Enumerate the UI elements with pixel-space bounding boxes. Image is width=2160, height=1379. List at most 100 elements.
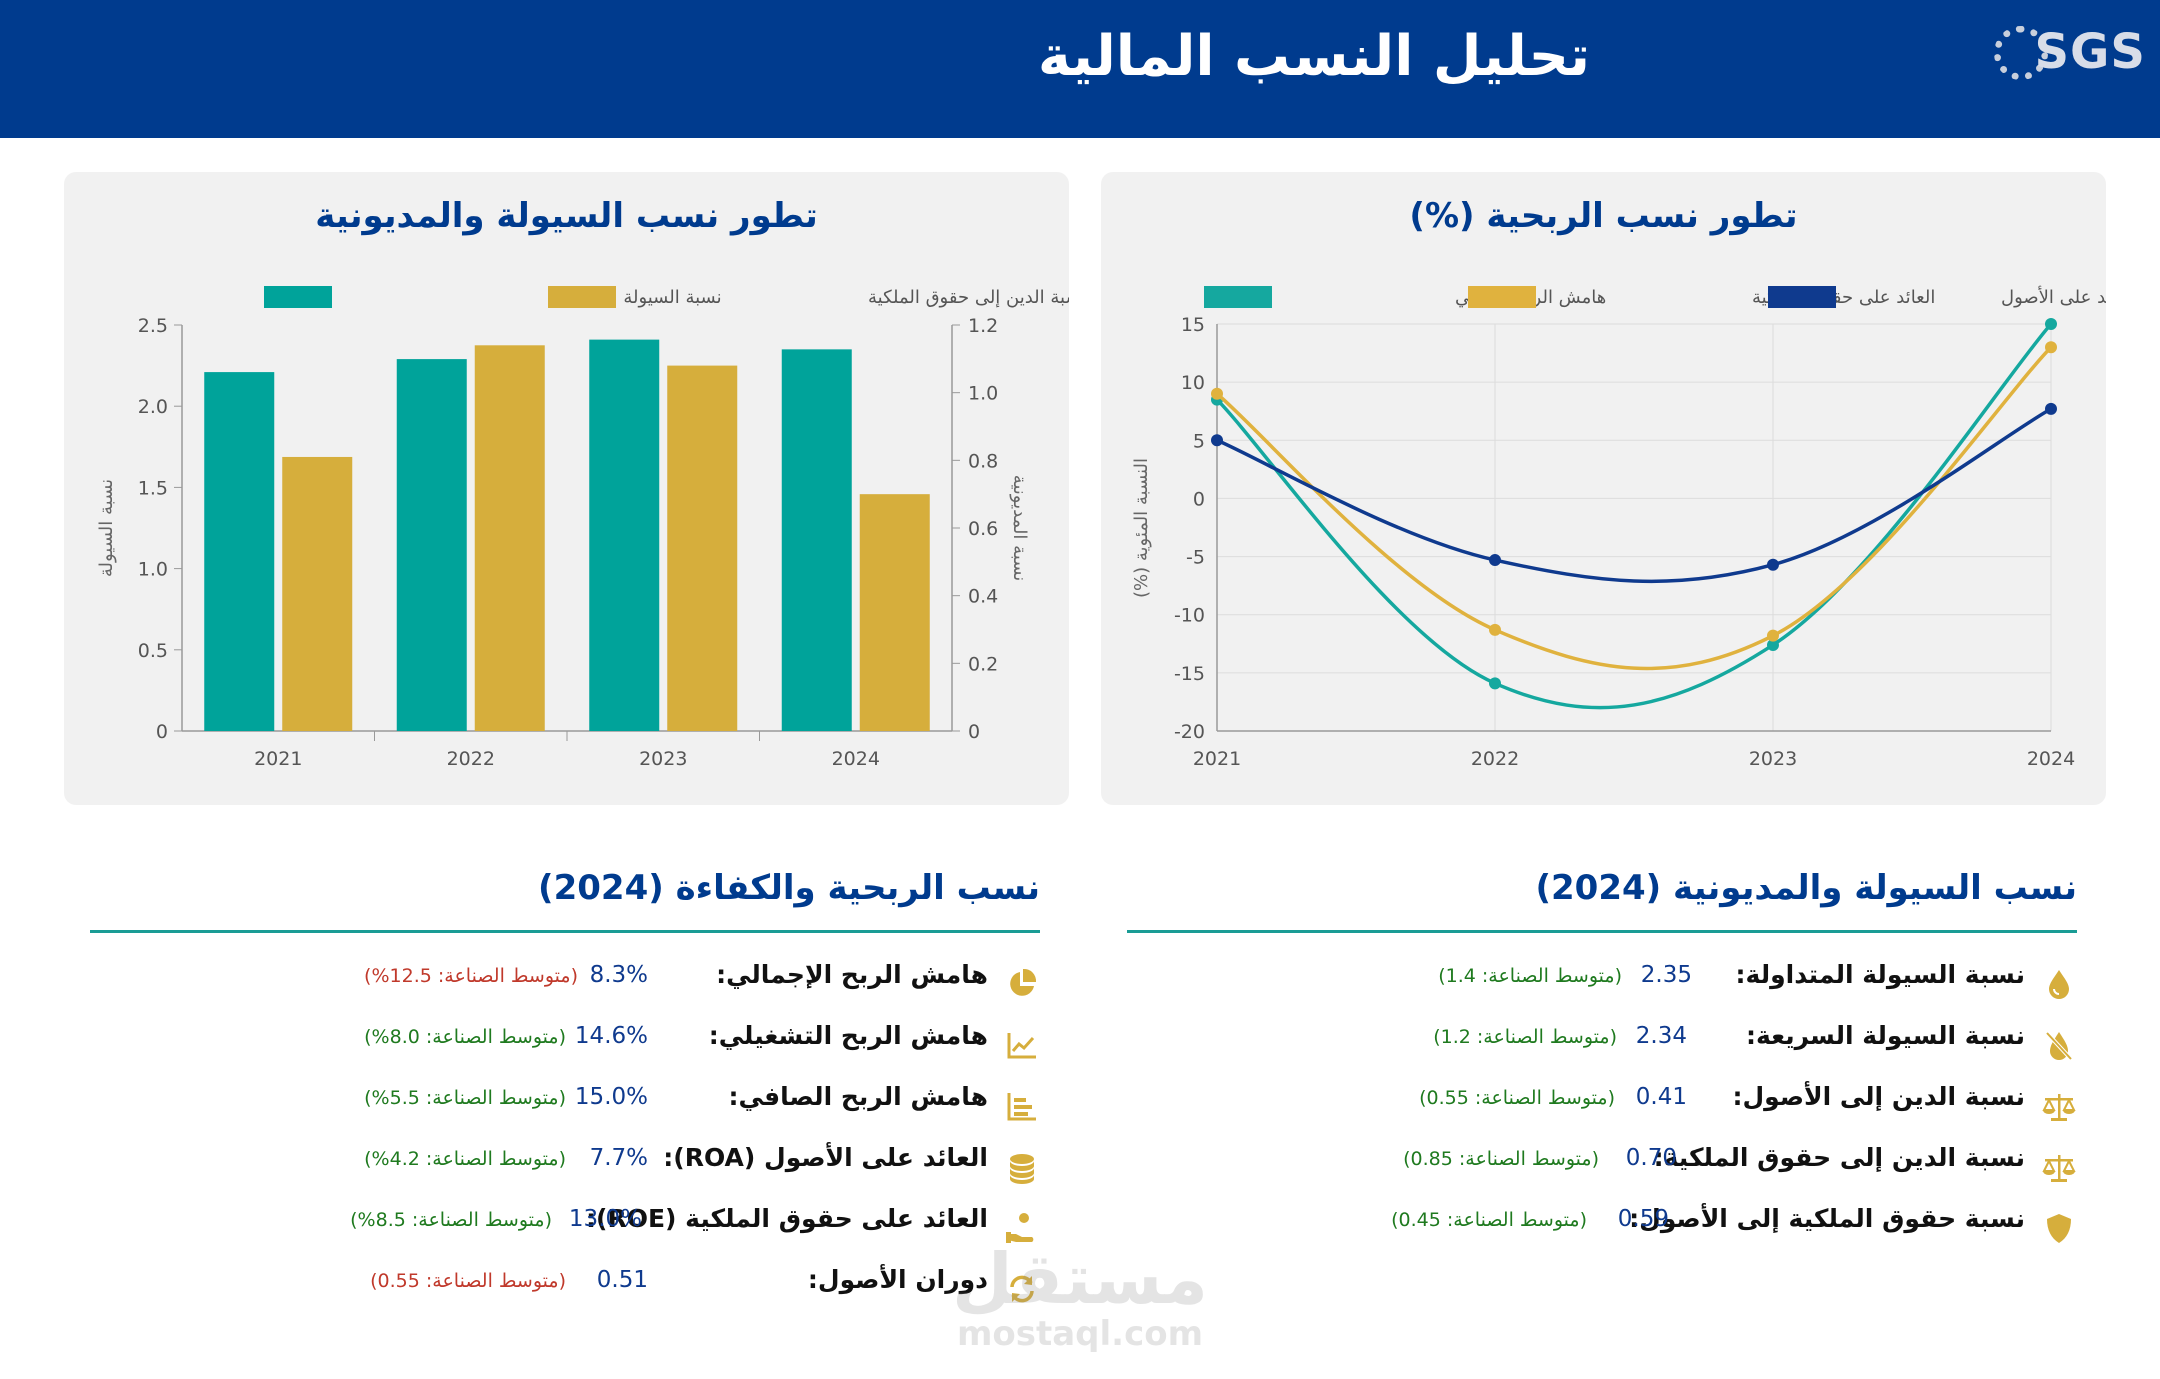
x-tick-label: 2023: [639, 748, 687, 770]
industry-benchmark: (متوسط الصناعة: 0.55): [370, 1270, 566, 1292]
ratio-value: 2.34: [1635, 1023, 1687, 1049]
data-point: [1767, 629, 1779, 642]
y2-axis-title: نسبة المديونية: [1009, 475, 1030, 582]
y-tick-label: 0.5: [138, 640, 168, 662]
bar-debt-to-equity: [667, 365, 738, 731]
ratio-value: 13.0%: [568, 1206, 642, 1232]
legend-swatch: [548, 286, 616, 308]
x-tick-label: 2021: [254, 748, 302, 770]
company-logo: SGS: [1976, 24, 2146, 86]
x-tick-label: 2024: [2027, 748, 2075, 770]
ratio-row: نسبة السيولة السريعة: 2.34 (متوسط الصناعة:…: [1127, 1017, 2077, 1073]
industry-benchmark: (متوسط الصناعة: 8.5%): [350, 1209, 552, 1231]
section-divider: [1127, 930, 2077, 933]
bar-list-icon: [1004, 1088, 1040, 1124]
y-tick-label: 2.5: [138, 315, 168, 337]
bar-current-ratio: [589, 339, 660, 731]
line-chart-icon: [1004, 1027, 1040, 1063]
y2-tick-label: 1.0: [968, 383, 998, 405]
ratio-label: دوران الأصول:: [807, 1265, 988, 1294]
ratio-label: هامش الربح الإجمالي:: [716, 960, 988, 989]
y2-tick-label: 0: [968, 721, 980, 743]
chart-legend: نسبة السيولة المتداولة نسبة الدين إلى حقو…: [264, 286, 1069, 308]
page-header: تحليل النسب المالية SGS: [0, 0, 2160, 138]
y-tick-label: 15: [1181, 314, 1205, 336]
ratio-value: 0.70: [1625, 1145, 1677, 1171]
ratio-value: 15.0%: [574, 1084, 648, 1110]
data-point: [1489, 677, 1501, 690]
x-tick-label: 2022: [1471, 748, 1519, 770]
legend-swatch: [264, 286, 332, 308]
profitability-section-title: نسب الربحية والكفاءة (2024): [538, 868, 1040, 908]
hand-coin-icon: [1004, 1210, 1040, 1246]
scale-icon: [2041, 1088, 2077, 1124]
y2-tick-label: 1.2: [968, 315, 998, 337]
industry-benchmark: (متوسط الصناعة: 5.5%): [364, 1087, 566, 1109]
industry-benchmark: (متوسط الصناعة: 12.5%): [364, 965, 578, 987]
section-divider: [90, 930, 1040, 933]
ratio-label: هامش الربح التشغيلي:: [708, 1021, 988, 1050]
ratio-row: العائد على الأصول (ROA): 7.7% (متوسط الصنا…: [90, 1139, 1040, 1195]
shield-icon: [2041, 1210, 2077, 1246]
liquidity-bar-chart: نسبة السيولة المتداولة نسبة الدين إلى حقو…: [96, 286, 1069, 770]
y2-tick-label: 0.8: [968, 450, 998, 472]
scale-icon: [2041, 1149, 2077, 1185]
profitability-line-chart: هامش الربح الصافيالعائد على حقوق الملكية…: [1131, 286, 2106, 770]
watermark-arabic: مستقل: [951, 1238, 1208, 1320]
industry-benchmark: (متوسط الصناعة: 0.55): [1419, 1087, 1615, 1109]
y2-tick-label: 0.2: [968, 653, 998, 675]
data-point: [2045, 402, 2057, 415]
y-tick-label: -5: [1186, 547, 1205, 569]
line-roe: [1215, 346, 2053, 671]
profitability-chart-title: تطور نسب الربحية (%): [1409, 196, 1798, 236]
logo-text: SGS: [2034, 24, 2146, 80]
y-axis-title: نسبة السيولة: [96, 479, 117, 577]
ratio-label: العائد على حقوق الملكية (ROE):: [586, 1204, 988, 1233]
liquidity-chart-card: تطور نسب السيولة والمديونية نسبة السيولة…: [64, 172, 1069, 805]
x-tick-label: 2022: [447, 748, 495, 770]
y-tick-label: -20: [1174, 721, 1205, 743]
line-net-margin: [1215, 322, 2053, 710]
ratio-label: هامش الربح الصافي:: [728, 1082, 989, 1111]
legend-label: نسبة الدين إلى حقوق الملكية: [868, 287, 1069, 308]
ratio-value: 14.6%: [574, 1023, 648, 1049]
legend-swatch: [1768, 286, 1836, 308]
ratio-row: هامش الربح الصافي: 15.0% (متوسط الصناعة: 5…: [90, 1078, 1040, 1134]
data-point: [1767, 558, 1779, 571]
y-tick-label: 0: [156, 721, 168, 743]
ratio-row: هامش الربح الإجمالي: 8.3% (متوسط الصناعة: …: [90, 956, 1040, 1012]
data-point: [1489, 554, 1501, 567]
x-tick-label: 2023: [1749, 748, 1797, 770]
y-tick-label: 1.5: [138, 477, 168, 499]
data-point: [1211, 434, 1223, 447]
x-tick-label: 2021: [1193, 748, 1241, 770]
ratio-label: العائد على الأصول (ROA):: [663, 1143, 988, 1172]
bar-current-ratio: [396, 359, 467, 731]
liquidity-chart-title: تطور نسب السيولة والمديونية: [315, 196, 818, 236]
bar-debt-to-equity: [474, 345, 545, 731]
ratio-value: 0.51: [596, 1267, 648, 1293]
y-tick-label: 0: [1193, 488, 1205, 510]
bar-current-ratio: [781, 349, 852, 731]
ratio-value: 2.35: [1640, 962, 1692, 988]
ratio-label: نسبة الدين إلى حقوق الملكية:: [1653, 1143, 2025, 1172]
logo-ring-icon: [1994, 26, 2048, 80]
profitability-chart-card: تطور نسب الربحية (%) هامش الربح الصافيال…: [1101, 172, 2106, 805]
page-title: تحليل النسب المالية: [1037, 24, 1590, 89]
line-roa: [1216, 407, 2052, 584]
legend-swatch: [1468, 286, 1536, 308]
data-point: [1489, 623, 1501, 636]
ratio-label: نسبة حقوق الملكية إلى الأصول:: [1629, 1204, 2025, 1233]
ratio-row: هامش الربح التشغيلي: 14.6% (متوسط الصناعة:…: [90, 1017, 1040, 1073]
industry-benchmark: (متوسط الصناعة: 1.2): [1433, 1026, 1617, 1048]
industry-benchmark: (متوسط الصناعة: 4.2%): [364, 1148, 566, 1170]
legend-label: العائد على الأصول: [2001, 286, 2106, 308]
industry-benchmark: (متوسط الصناعة: 0.45): [1391, 1209, 1587, 1231]
y-tick-label: 10: [1181, 372, 1205, 394]
y-axis-title: النسبة المئوية (%): [1131, 458, 1152, 598]
data-point: [2045, 318, 2057, 330]
y-tick-label: -10: [1174, 605, 1205, 627]
liquidity-section-title: نسب السيولة والمديونية (2024): [1535, 868, 2077, 908]
x-tick-label: 2024: [832, 748, 880, 770]
y-tick-label: 1.0: [138, 559, 168, 581]
